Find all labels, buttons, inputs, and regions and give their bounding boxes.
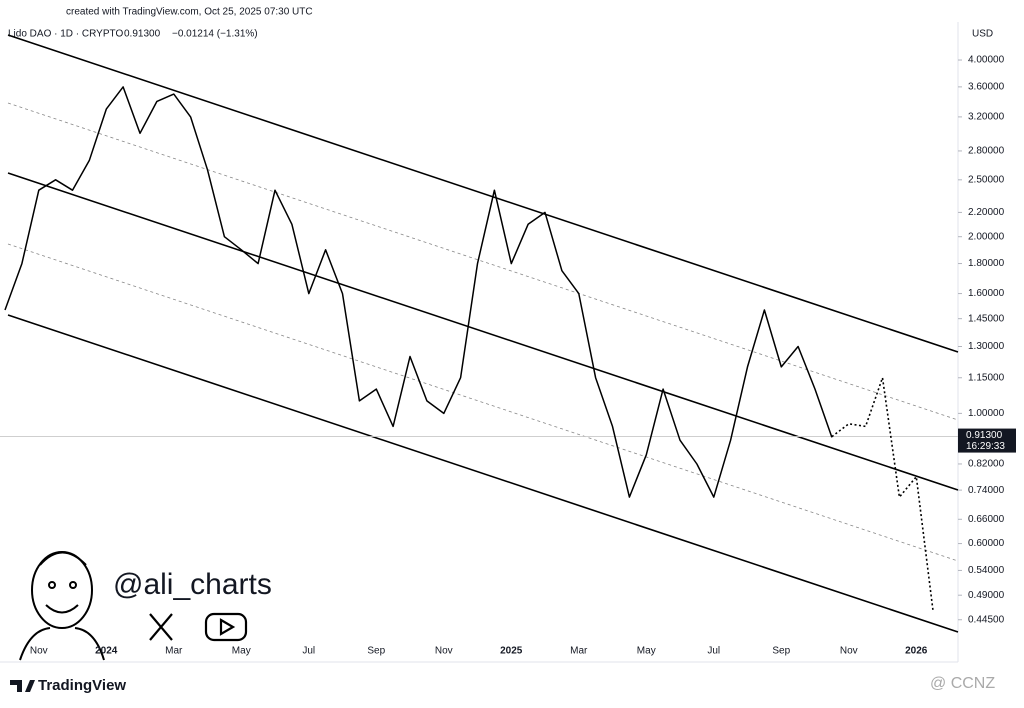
x-tick-label: 2025	[500, 646, 523, 657]
y-tick-label: 0.44500	[968, 614, 1005, 625]
last-price-tag	[958, 428, 1016, 453]
x-tick-label: Jul	[707, 646, 720, 657]
brand-logo: TradingView	[10, 677, 126, 694]
x-tick-label: May	[637, 646, 656, 657]
channel-bottom	[7, 314, 959, 633]
x-tick-label: Nov	[30, 646, 48, 657]
y-tick-label: 2.80000	[968, 146, 1005, 157]
y-tick-label: 1.45000	[968, 313, 1005, 324]
y-tick-label: 3.60000	[968, 82, 1005, 93]
credit: created with TradingView.com, Oct 25, 20…	[66, 7, 313, 18]
watermark: @ CCNZ	[930, 675, 995, 692]
y-tick-label: 0.54000	[968, 565, 1005, 576]
brand: TradingView	[38, 677, 126, 694]
social-icons	[149, 612, 248, 642]
y-tick-label: 3.20000	[968, 112, 1005, 123]
channel-quarter	[7, 243, 959, 562]
change-text: −0.01214 (−1.31%)	[172, 29, 258, 40]
x-tick-label: Nov	[435, 646, 453, 657]
y-tick-label: 0.82000	[968, 459, 1005, 470]
y-tick-label: 0.60000	[968, 538, 1005, 549]
x-tick-label: Jul	[302, 646, 315, 657]
channel-top	[7, 34, 959, 353]
x-tick-label: Nov	[840, 646, 858, 657]
channel-mid	[7, 172, 959, 491]
y-tick-label: 4.00000	[968, 55, 1005, 66]
x-tick-label: May	[232, 646, 251, 657]
x-tick-label: Sep	[772, 646, 790, 657]
price-line	[4, 86, 833, 498]
price-text: 0.91300	[124, 29, 161, 40]
y-tick-label: 1.60000	[968, 288, 1005, 299]
y-tick-label: 0.49000	[968, 590, 1005, 601]
avatar	[19, 551, 105, 661]
channel	[7, 34, 959, 633]
x-tick-label: Mar	[570, 646, 588, 657]
y-tick-label: 1.30000	[968, 341, 1005, 352]
y-tick-label: 0.66000	[968, 514, 1005, 525]
y-tick-label: 2.50000	[968, 174, 1005, 185]
symbol: Lido DAO · 1D · CRYPTO	[8, 29, 123, 40]
channel-dotted	[7, 102, 959, 562]
y-tick-label: 1.80000	[968, 258, 1005, 269]
x-tick-label: Mar	[165, 646, 183, 657]
y-tick-label: 2.00000	[968, 231, 1005, 242]
y-tick-label: 0.74000	[968, 485, 1005, 496]
y-tick-label: 1.00000	[968, 408, 1005, 419]
channel-quarter	[7, 102, 959, 421]
last-price-label: 0.91300	[966, 430, 1003, 441]
x-tick-label: 2026	[905, 646, 928, 657]
countdown: 16:29:33	[966, 441, 1005, 452]
currency: USD	[972, 29, 993, 40]
x-tick-label: Sep	[367, 646, 385, 657]
handle: @ali_charts	[113, 568, 272, 601]
x-tick-label: 2024	[95, 646, 118, 657]
y-tick-label: 2.20000	[968, 207, 1005, 218]
y-tick-label: 1.15000	[968, 372, 1005, 383]
